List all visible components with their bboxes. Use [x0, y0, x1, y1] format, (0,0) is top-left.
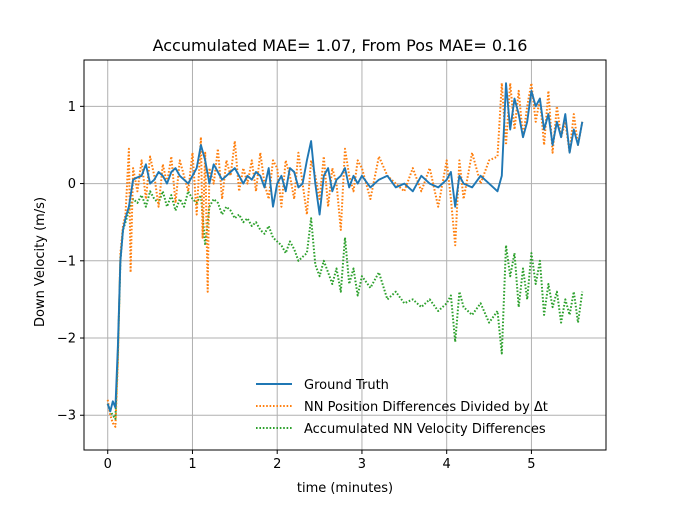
y-tick-label: 0	[68, 177, 76, 192]
x-tick-label: 3	[358, 457, 366, 472]
y-tick-label: −3	[57, 409, 76, 424]
series-line-0	[106, 82, 584, 413]
x-tick-label: 5	[527, 457, 535, 472]
legend-label-0: Ground Truth	[304, 378, 389, 393]
plot-frame	[83, 59, 607, 451]
x-tick-label: 1	[188, 457, 196, 472]
grid-lines	[84, 60, 606, 450]
y-tick-label: −1	[57, 254, 76, 269]
x-axis-label: time (minutes)	[297, 481, 393, 496]
x-tick-label: 0	[104, 457, 112, 472]
x-tick-label: 2	[273, 457, 281, 472]
y-tick-label: 1	[68, 100, 76, 115]
x-tick-label: 4	[443, 457, 451, 472]
chart-title: Accumulated MAE= 1.07, From Pos MAE= 0.1…	[153, 36, 528, 55]
legend-label-2: Accumulated NN Velocity Differences	[304, 422, 546, 437]
legend: Ground Truth NN Position Differences Divi…	[256, 378, 548, 437]
series-line-2	[106, 190, 584, 421]
legend-label-1: NN Position Differences Divided by Δt	[304, 400, 548, 415]
y-tick-label: −2	[57, 332, 76, 347]
y-axis-label: Down Velocity (m/s)	[33, 197, 48, 327]
series-layer	[106, 82, 584, 428]
axis-ticks: 0 1 2 3 4 5 −3 −2 −1 0 1	[57, 100, 536, 472]
